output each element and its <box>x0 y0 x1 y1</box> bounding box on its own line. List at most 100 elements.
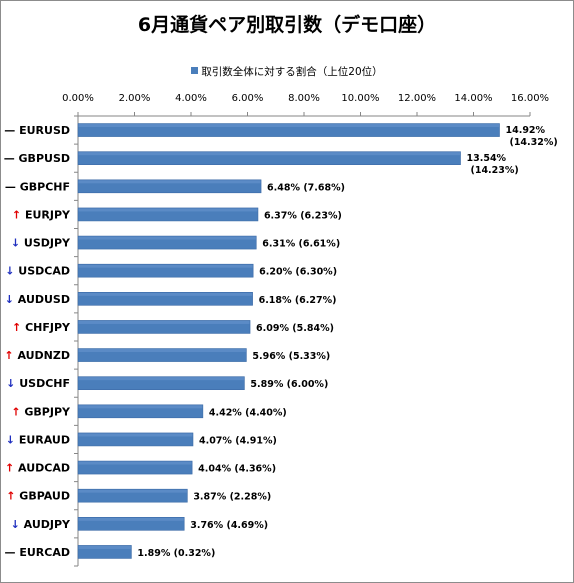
category-label: — GBPUSD <box>4 152 70 165</box>
category-label: ↑ EURJPY <box>12 208 71 221</box>
category-name: USDJPY <box>24 237 71 250</box>
value-label: 6.09% (5.84%) <box>256 323 334 334</box>
value-label: 5.89% (6.00%) <box>250 379 328 390</box>
bar-highlight <box>78 124 499 128</box>
value-label-current: 6.09% <box>256 323 292 334</box>
category-name: AUDJPY <box>24 518 71 531</box>
previous-value-label: (4.40%) <box>245 407 287 418</box>
trend-up-icon: ↑ <box>12 321 25 334</box>
value-label: 6.37% (6.23%) <box>264 210 342 221</box>
value-label-current: 5.96% <box>252 351 288 362</box>
x-tick-label: 8.00% <box>288 93 320 104</box>
bar-highlight <box>78 377 244 381</box>
x-tick-label: 4.00% <box>175 93 207 104</box>
previous-value-label: (0.32%) <box>174 548 216 559</box>
chart-bars <box>77 123 500 559</box>
value-label: 1.89% (0.32%) <box>137 548 215 559</box>
bar-highlight <box>78 236 256 240</box>
trend-down-icon: ↓ <box>11 518 24 531</box>
chart-labels: — EURUSD 14.92%(14.32%) — GBPUSD 13.54%(14.… <box>4 124 558 559</box>
trend-flat-icon: — <box>4 124 19 137</box>
previous-value-label: (5.84%) <box>292 323 334 334</box>
category-label: ↑ AUDNZD <box>4 349 70 362</box>
category-label: ↑ AUDCAD <box>5 462 70 475</box>
x-tick-label: 0.00% <box>62 93 94 104</box>
x-tick-label: 12.00% <box>398 93 436 104</box>
bar-highlight <box>78 349 246 353</box>
value-label-current: 6.18% <box>259 295 295 306</box>
value-label-current: 4.07% <box>199 435 235 446</box>
category-name: EURCAD <box>19 546 70 559</box>
category-name: CHFJPY <box>25 321 71 334</box>
previous-value-label: (5.33%) <box>289 351 331 362</box>
x-tick-label: 16.00% <box>511 93 549 104</box>
previous-value-label: (6.30%) <box>295 267 337 278</box>
value-label: 6.48% (7.68%) <box>267 182 345 193</box>
value-label-current: 6.48% <box>267 182 303 193</box>
category-name: GBPAUD <box>19 490 70 503</box>
category-label: ↑ GBPJPY <box>11 405 71 418</box>
bar-highlight <box>78 320 250 324</box>
trend-up-icon: ↑ <box>5 462 18 475</box>
x-tick-label: 10.00% <box>341 93 379 104</box>
category-label: — EURCAD <box>5 546 70 559</box>
category-name: GBPCHF <box>20 180 70 193</box>
value-label-current: 4.04% <box>198 464 234 475</box>
category-name: AUDNZD <box>17 349 70 362</box>
category-label: ↓ AUDJPY <box>11 518 71 531</box>
category-label: ↑ CHFJPY <box>12 321 71 334</box>
trend-up-icon: ↑ <box>4 349 17 362</box>
category-name: EURUSD <box>19 124 70 137</box>
category-name: GBPJPY <box>24 405 71 418</box>
value-label: 6.18% (6.27%) <box>259 295 337 306</box>
trend-down-icon: ↓ <box>11 237 24 250</box>
previous-value-label: (2.28%) <box>230 492 272 503</box>
value-label-current: 1.89% <box>137 548 173 559</box>
x-tick-label: 14.00% <box>454 93 492 104</box>
category-label: ↑ GBPAUD <box>6 490 70 503</box>
previous-value-label: (4.69%) <box>226 520 268 531</box>
previous-value-label: (7.68%) <box>303 182 345 193</box>
bar-highlight <box>78 461 192 465</box>
value-label-current: 3.87% <box>193 492 229 503</box>
category-name: AUDUSD <box>18 293 70 306</box>
category-label: ↓ EURAUD <box>6 433 70 446</box>
chart-legend: 取引数全体に対する割合（上位20位） <box>0 64 574 79</box>
category-label: — EURUSD <box>4 124 70 137</box>
value-label-current: 6.31% <box>262 239 298 250</box>
category-label: ↓ USDCAD <box>5 265 70 278</box>
value-label: 3.76% (4.69%) <box>190 520 268 531</box>
x-tick-label: 2.00% <box>119 93 151 104</box>
bar-highlight <box>78 180 261 184</box>
value-label: 5.96% (5.33%) <box>252 351 330 362</box>
category-name: GBPUSD <box>19 152 70 165</box>
category-label: — GBPCHF <box>5 180 70 193</box>
value-label: 14.92% <box>505 125 545 136</box>
trend-up-icon: ↑ <box>11 405 24 418</box>
category-name: EURJPY <box>25 208 71 221</box>
bar-highlight <box>78 264 253 268</box>
trend-flat-icon: — <box>5 180 20 193</box>
value-label-current: 4.42% <box>209 407 245 418</box>
bar-highlight <box>78 405 203 409</box>
value-label-current: 3.76% <box>190 520 226 531</box>
category-name: EURAUD <box>19 433 70 446</box>
bar-highlight <box>78 152 461 156</box>
value-label-current: 5.89% <box>250 379 286 390</box>
trend-down-icon: ↓ <box>6 433 19 446</box>
previous-value-label: (4.36%) <box>234 464 276 475</box>
value-label: 3.87% (2.28%) <box>193 492 271 503</box>
bar-highlight <box>78 489 187 493</box>
bar-highlight <box>78 517 184 521</box>
previous-value-label: (14.32%) <box>509 137 557 148</box>
bar-highlight <box>78 292 253 296</box>
x-tick-label: 6.00% <box>232 93 264 104</box>
trend-down-icon: ↓ <box>5 265 18 278</box>
chart-title: 6月通貨ペア別取引数（デモ口座） <box>137 14 437 36</box>
category-name: USDCAD <box>18 265 70 278</box>
previous-value-label: (14.23%) <box>471 165 519 176</box>
category-name: AUDCAD <box>18 462 70 475</box>
trend-flat-icon: — <box>4 152 19 165</box>
legend-label: 取引数全体に対する割合（上位20位） <box>201 66 383 78</box>
